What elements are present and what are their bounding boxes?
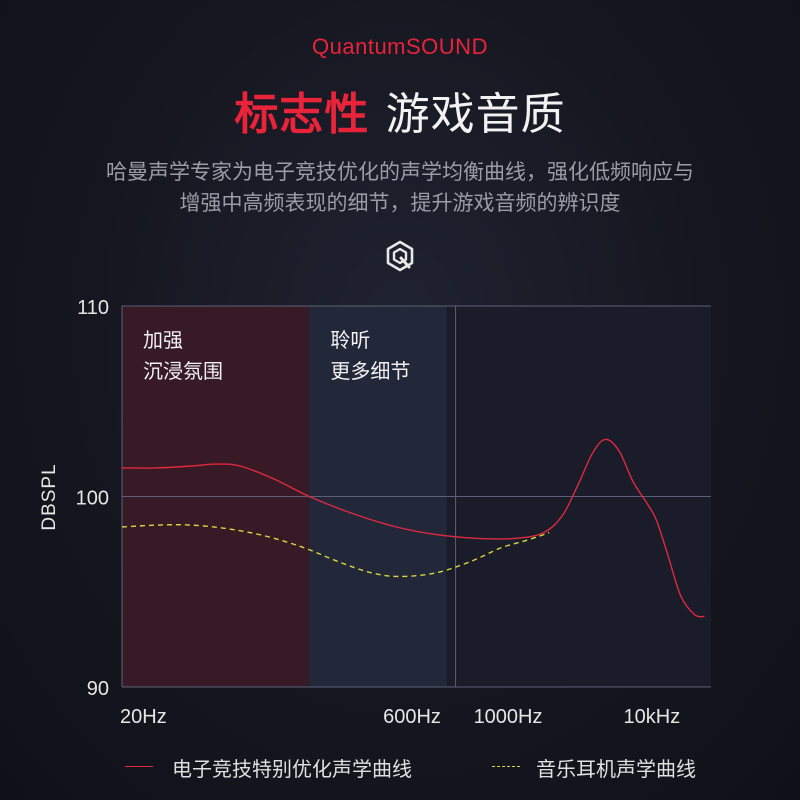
region-2-label-line2: 更多细节 (330, 359, 410, 383)
legend-swatch-music (492, 766, 520, 767)
title-rest: 游戏音质 (385, 89, 566, 140)
y-axis-label: DBSPL (39, 463, 60, 530)
y-tick-label-90: 90 (87, 678, 109, 700)
region-1-label-line2: 沉浸氛围 (143, 359, 223, 383)
y-tick-label-110: 110 (77, 297, 109, 319)
title-highlight: 标志性 (234, 89, 370, 140)
description: 哈曼声学专家为电子竞技优化的声学均衡曲线，强化低频响应与 增强中高频表现的细节，… (40, 157, 760, 219)
y-tick-label-100: 100 (76, 488, 109, 510)
legend-label-esports: 电子竞技特别优化声学曲线 (172, 757, 412, 781)
brand-name: QuantumSOUND (312, 34, 488, 59)
series-line-1 (121, 438, 705, 618)
x-tick-label-1000: 1000Hz (474, 706, 543, 728)
quantum-q-logo-icon (386, 240, 414, 272)
region-2-label-line1: 聆听 (330, 328, 370, 352)
description-line-1: 哈曼声学专家为电子竞技优化的声学均衡曲线，强化低频响应与 (106, 160, 694, 184)
x-tick-label-600: 600Hz (383, 706, 441, 728)
x-tick-label-10000: 10kHz (624, 706, 681, 728)
legend-label-music: 音乐耳机声学曲线 (536, 757, 696, 781)
region-1-label-line1: 加强 (143, 328, 183, 352)
series-line-2 (121, 524, 550, 578)
x-tick-label-20: 20Hz (120, 706, 167, 728)
description-line-2: 增强中高频表现的细节，提升游戏音频的辨识度 (179, 191, 621, 215)
legend-swatch-esports (125, 766, 153, 767)
page-title: 标志性 游戏音质 (0, 78, 800, 142)
